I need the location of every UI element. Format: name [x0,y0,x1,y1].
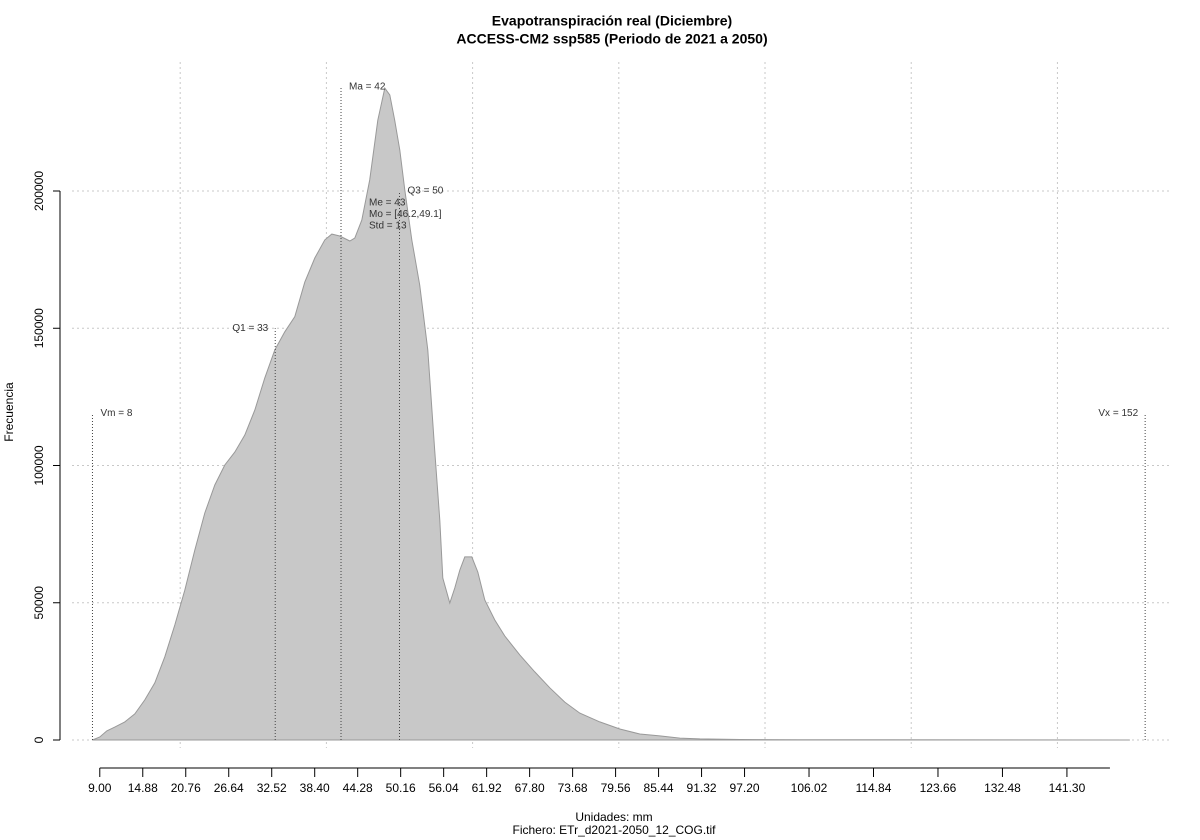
stat-label: Std = 13 [369,221,407,232]
y-axis-label: Frecuencia [2,382,16,442]
x-tick-label: 56.04 [429,781,459,795]
x-tick-label: 132.48 [984,781,1021,795]
density-area [92,86,1130,741]
x-tick-label: 123.66 [920,781,957,795]
marker-label: Ma = 42 [349,81,386,92]
x-tick-label: 61.92 [472,781,502,795]
y-tick-label: 100000 [32,445,46,485]
marker-label: Q1 = 33 [232,323,268,334]
x-tick-label: 44.28 [343,781,373,795]
y-tick-label: 0 [32,736,46,743]
x-tick-label: 97.20 [730,781,760,795]
x-tick-label: 20.76 [171,781,201,795]
stat-label: Me = 43 [369,198,406,209]
x-tick-label: 141.30 [1049,781,1086,795]
y-tick-label: 50000 [32,586,46,620]
marker-label: Vx = 152 [1098,408,1138,419]
x-tick-label: 114.84 [856,781,892,795]
x-tick-label: 91.32 [687,781,717,795]
chart-title: Evapotranspiración real (Diciembre) [492,13,732,29]
x-tick-label: 106.02 [791,781,828,795]
x-tick-label: 9.00 [88,781,112,795]
x-tick-label: 50.16 [386,781,416,795]
x-tick-label: 32.52 [257,781,287,795]
footer: Fichero: ETr_d2021-2050_12_COG.tif [513,823,717,837]
x-tick-label: 14.88 [128,781,158,795]
stat-label: Mo = [46.2,49.1] [369,209,442,220]
y-tick-label: 200000 [32,171,46,211]
x-tick-label: 26.64 [214,781,244,795]
x-tick-label: 67.80 [515,781,545,795]
y-tick-label: 150000 [32,308,46,348]
marker-label: Vm = 8 [100,408,132,419]
x-tick-label: 38.40 [300,781,330,795]
chart-subtitle: ACCESS-CM2 ssp585 (Periodo de 2021 a 205… [456,31,767,47]
x-tick-label: 85.44 [644,781,674,795]
x-axis-label: Unidades: mm [575,810,652,824]
x-tick-label: 73.68 [558,781,588,795]
marker-label: Q3 = 50 [407,186,443,197]
x-tick-label: 79.56 [601,781,631,795]
